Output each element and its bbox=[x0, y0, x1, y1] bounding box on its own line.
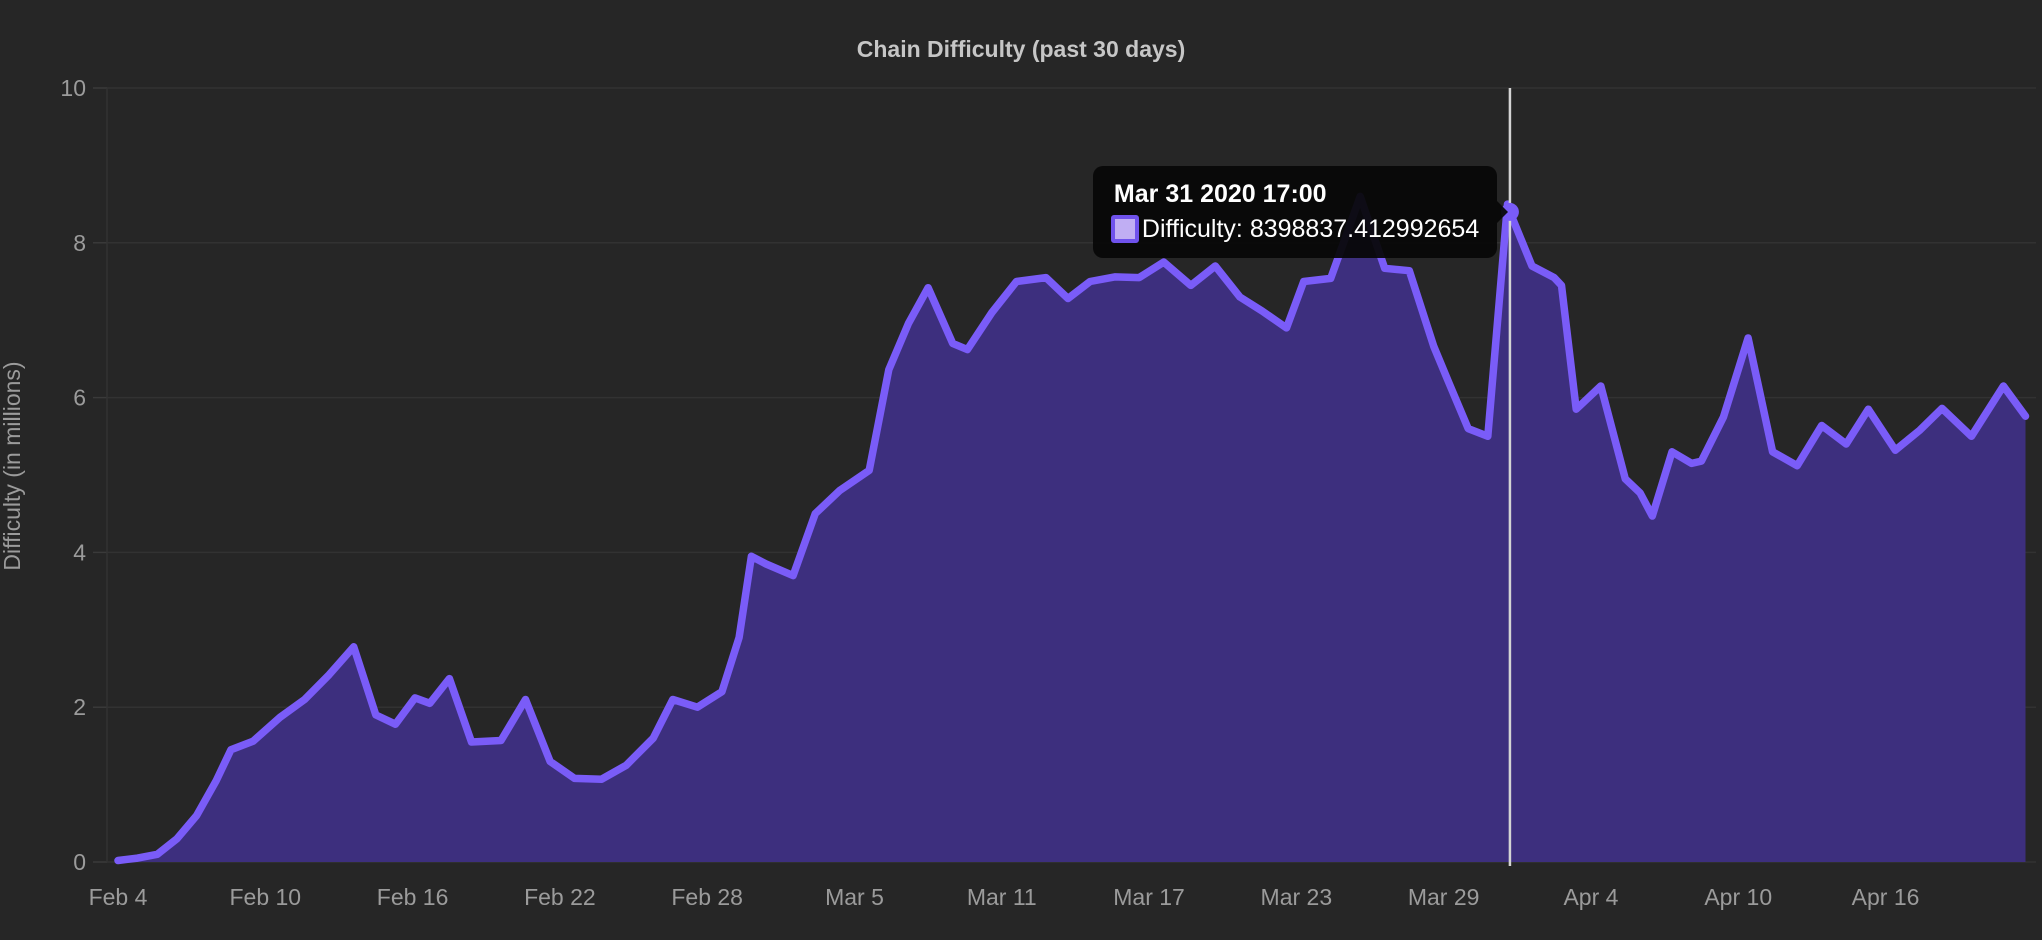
x-tick-label: Apr 16 bbox=[1852, 884, 1920, 910]
tooltip-series-row: Difficulty: 8398837.412992654 bbox=[1110, 214, 1480, 244]
y-tick-label: 10 bbox=[60, 75, 86, 101]
y-tick-label: 8 bbox=[73, 230, 86, 256]
x-tick-label: Mar 23 bbox=[1261, 884, 1333, 910]
series-swatch-icon bbox=[1110, 214, 1139, 243]
tooltip-date: Mar 31 2020 17:00 bbox=[1113, 179, 1327, 208]
x-tick-label: Feb 16 bbox=[377, 884, 449, 910]
x-tick-label: Apr 4 bbox=[1563, 884, 1618, 910]
y-axis-title: Difficulty (in millions) bbox=[0, 361, 25, 571]
x-tick-label: Apr 10 bbox=[1704, 884, 1772, 910]
tooltip-arrow-icon bbox=[1497, 200, 1509, 223]
x-tick-label: Feb 10 bbox=[229, 884, 301, 910]
difficulty-area-fill bbox=[118, 196, 2026, 862]
x-tick-label: Mar 5 bbox=[825, 884, 884, 910]
y-tick-label: 6 bbox=[73, 385, 86, 411]
tooltip-value: Difficulty: 8398837.412992654 bbox=[1141, 214, 1480, 243]
x-tick-label: Mar 11 bbox=[967, 884, 1037, 910]
x-tick-label: Feb 22 bbox=[524, 884, 596, 910]
x-tick-label: Mar 17 bbox=[1113, 884, 1185, 910]
difficulty-line bbox=[114, 192, 2030, 865]
x-tick-label: Feb 28 bbox=[671, 884, 743, 910]
y-tick-label: 0 bbox=[73, 849, 86, 875]
tooltip: Mar 31 2020 17:00 Difficulty: 8398837.41… bbox=[1092, 165, 1509, 258]
chart-title: Chain Difficulty (past 30 days) bbox=[856, 36, 1186, 62]
y-tick-label: 4 bbox=[73, 539, 86, 565]
x-tick-label: Mar 29 bbox=[1408, 884, 1480, 910]
y-tick-label: 2 bbox=[73, 694, 86, 720]
x-tick-label: Feb 4 bbox=[89, 884, 148, 910]
